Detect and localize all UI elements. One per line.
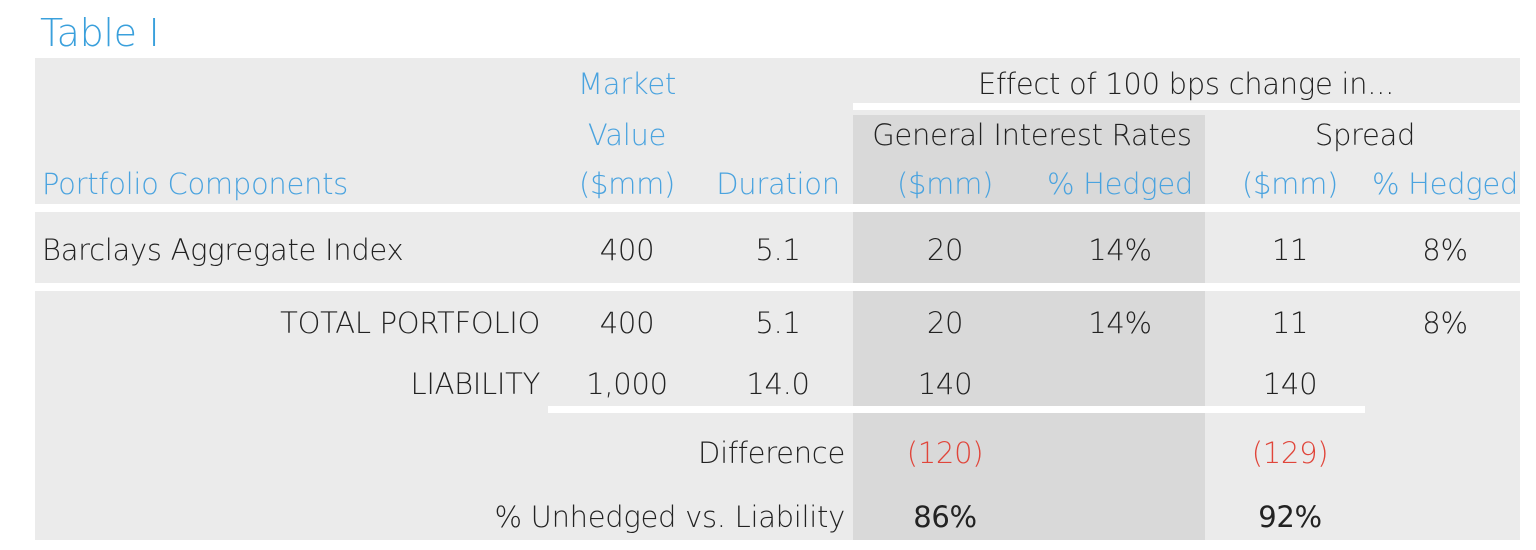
cell: 20 [926,306,964,340]
row-label: % Unhedged vs. Liability [494,500,846,534]
table-background [35,58,1520,540]
row-label: TOTAL PORTFOLIO [280,306,540,340]
header: General Interest Rates [872,118,1192,152]
title: Table I [40,11,160,55]
cell: 5.1 [755,233,801,267]
header: Spread [1314,118,1416,152]
header: ($mm) [896,167,994,201]
cell: (129) [1251,436,1329,470]
cell: 400 [599,306,655,340]
cell: 11 [1271,233,1309,267]
row-label: Barclays Aggregate Index [42,233,404,267]
header: Effect of 100 bps change in... [977,67,1395,101]
divider [548,406,1365,413]
cell: 140 [1262,367,1318,401]
cell: 20 [926,233,964,267]
header: ($mm) [578,167,676,201]
cell: 400 [599,233,655,267]
divider [35,204,1520,212]
header: Market [578,67,676,101]
header: Portfolio Components [42,167,348,201]
cell: 1,000 [586,367,668,401]
highlight-column [853,115,1205,540]
cell: 8% [1422,233,1468,267]
cell: (120) [906,436,984,470]
header: ($mm) [1241,167,1339,201]
cell: 8% [1422,306,1468,340]
row-label: Difference [698,436,845,470]
cell: 140 [917,367,973,401]
row-label: LIABILITY [410,367,540,401]
cell: 14.0 [746,367,810,401]
header: Duration [716,167,840,201]
cell: 92% [1258,500,1322,534]
divider [853,103,1520,110]
cell: 11 [1271,306,1309,340]
cell: 86% [913,500,977,534]
cell: 5.1 [755,306,801,340]
divider [35,283,1520,291]
cell: 14% [1088,233,1152,267]
header: % Hedged [1371,167,1519,201]
cell: 14% [1088,306,1152,340]
header: Value [587,118,667,152]
header: % Hedged [1046,167,1194,201]
